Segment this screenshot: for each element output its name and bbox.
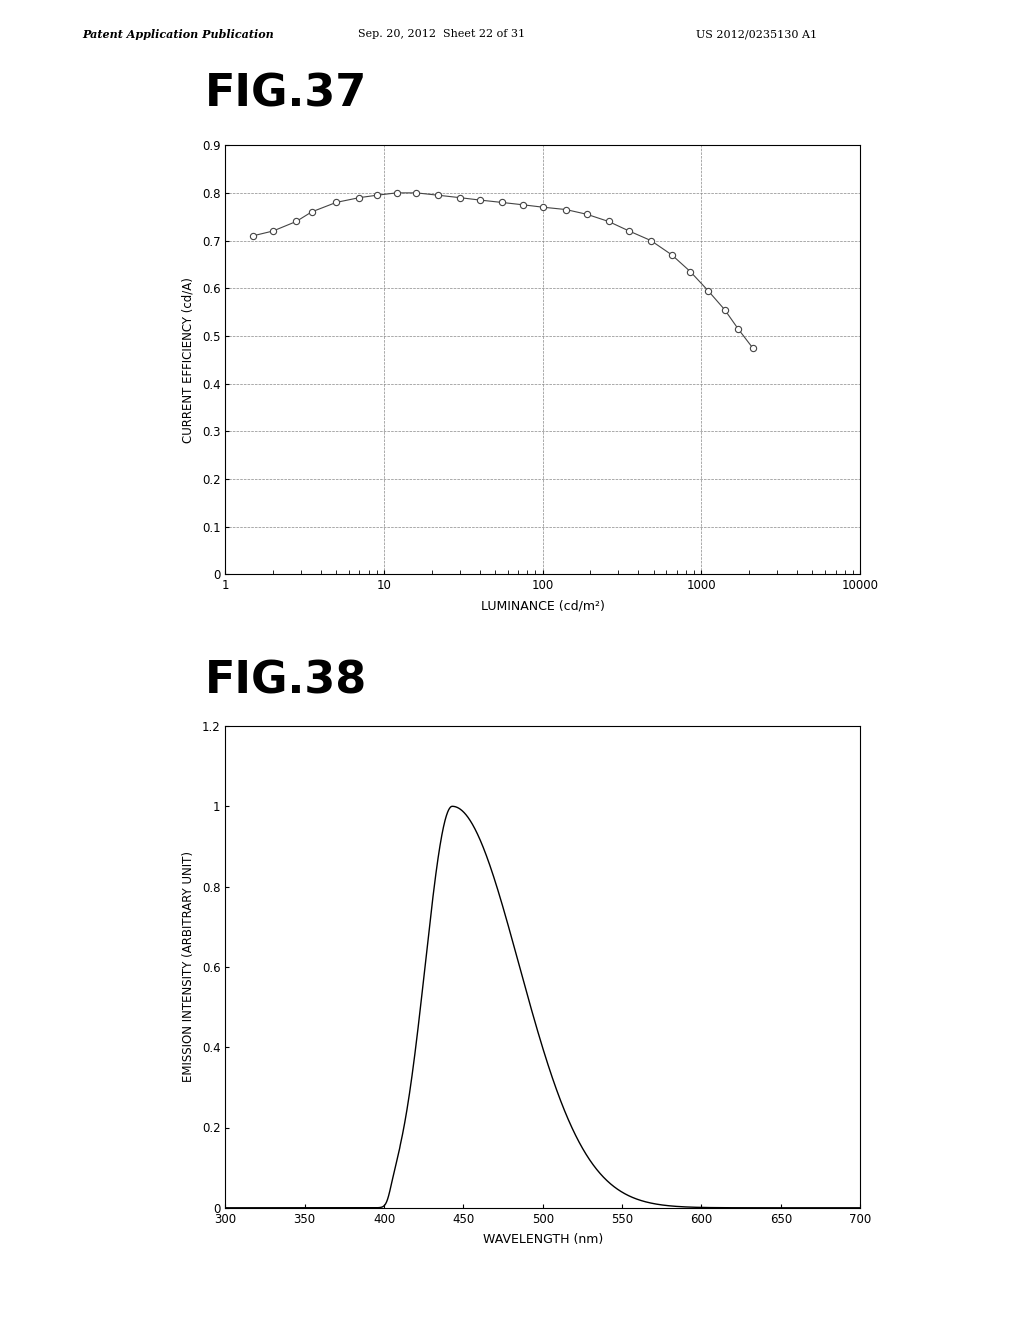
- Y-axis label: EMISSION INTENSITY (ARBITRARY UNIT): EMISSION INTENSITY (ARBITRARY UNIT): [181, 851, 195, 1082]
- Y-axis label: CURRENT EFFICIENCY (cd/A): CURRENT EFFICIENCY (cd/A): [182, 277, 195, 442]
- X-axis label: LUMINANCE (cd/m²): LUMINANCE (cd/m²): [481, 599, 604, 612]
- Text: Sep. 20, 2012  Sheet 22 of 31: Sep. 20, 2012 Sheet 22 of 31: [358, 29, 525, 40]
- Text: US 2012/0235130 A1: US 2012/0235130 A1: [696, 29, 817, 40]
- Text: FIG.37: FIG.37: [205, 73, 367, 116]
- Text: FIG.38: FIG.38: [205, 660, 367, 704]
- Text: Patent Application Publication: Patent Application Publication: [82, 29, 273, 40]
- X-axis label: WAVELENGTH (nm): WAVELENGTH (nm): [482, 1233, 603, 1246]
